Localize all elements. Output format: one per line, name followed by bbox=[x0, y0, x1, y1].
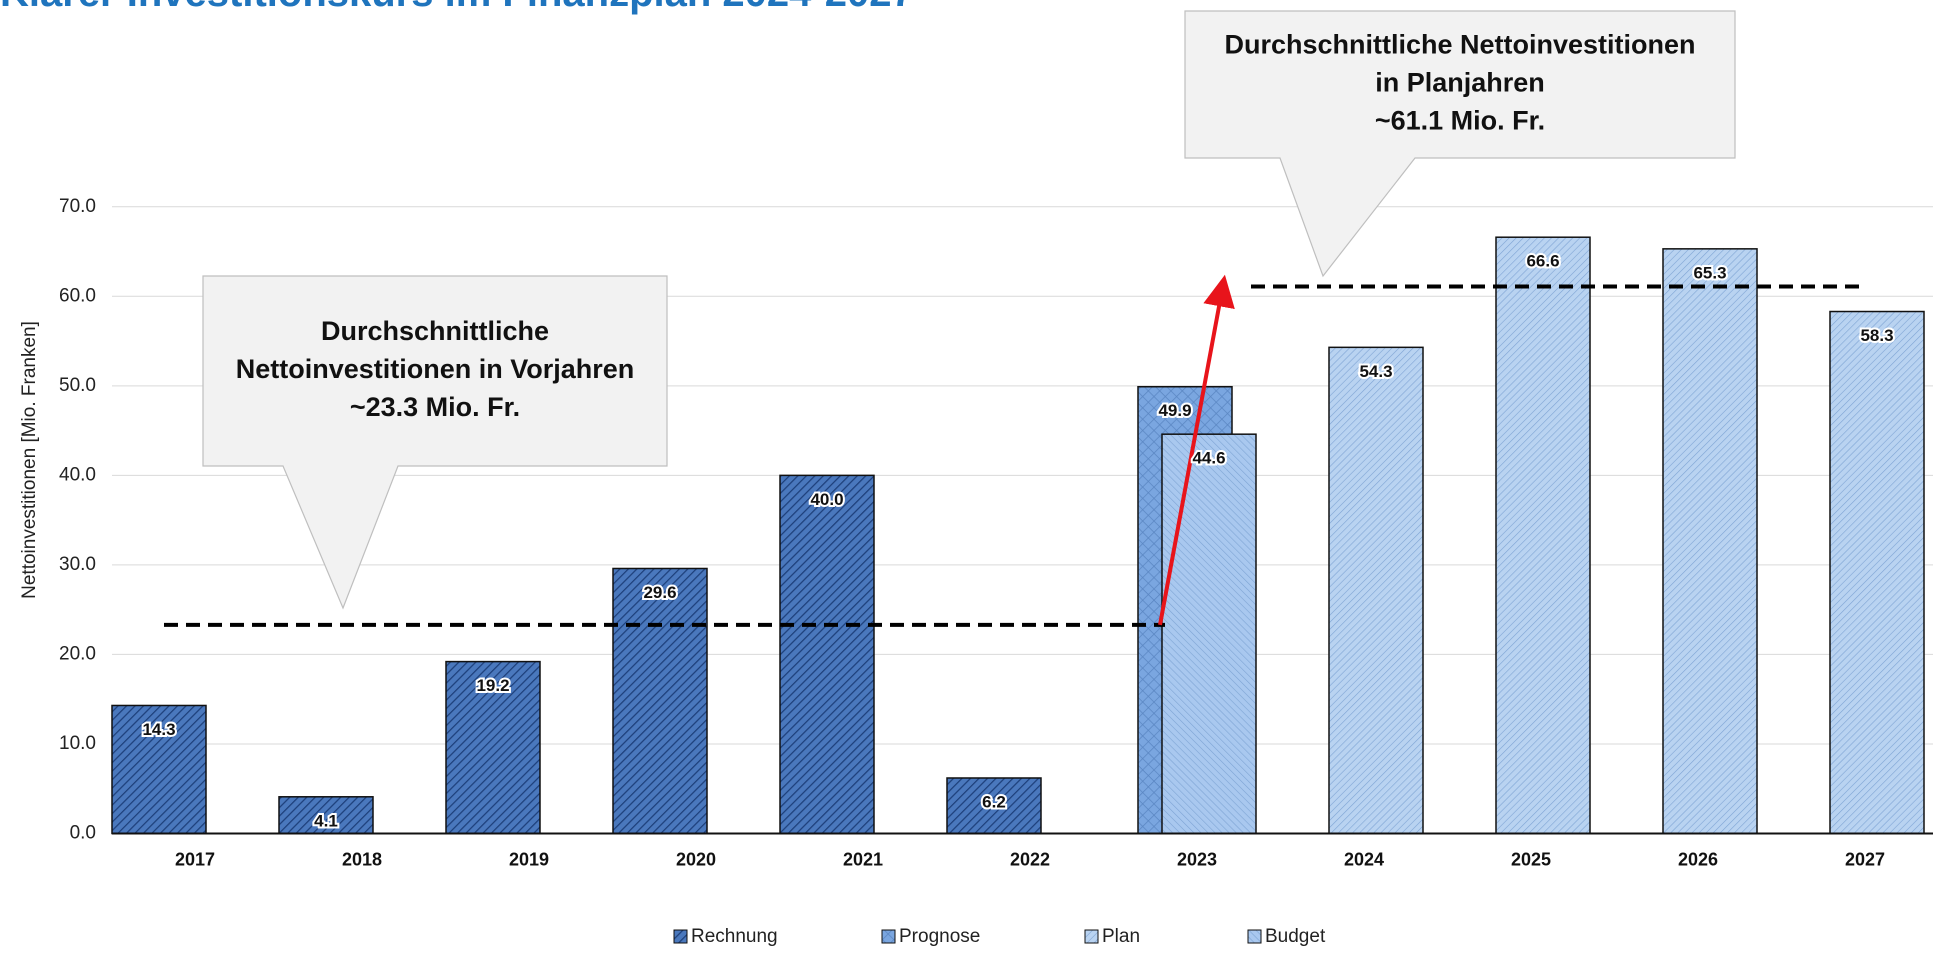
y-tick-label: 60.0 bbox=[59, 285, 96, 306]
legend-swatch bbox=[1084, 929, 1099, 944]
x-tick-label: 2027 bbox=[1845, 849, 1885, 869]
y-tick-label: 10.0 bbox=[59, 733, 96, 754]
callout-text: ~61.1 Mio. Fr. bbox=[1375, 106, 1545, 136]
y-tick-label: 20.0 bbox=[59, 643, 96, 664]
callout-text: Durchschnittliche Nettoinvestitionen bbox=[1224, 30, 1695, 60]
x-tick-label: 2024 bbox=[1344, 849, 1384, 869]
callout-text: ~23.3 Mio. Fr. bbox=[350, 392, 520, 422]
value-label: 6.2 bbox=[982, 792, 1006, 811]
y-axis-label: Nettoinvestitionen [Mio. Franken] bbox=[19, 321, 40, 599]
legend-swatch bbox=[673, 929, 688, 944]
value-label: 44.6 bbox=[1192, 449, 1225, 468]
legend-label: Rechnung bbox=[691, 926, 778, 947]
value-label: 65.3 bbox=[1693, 263, 1726, 282]
x-tick-label: 2019 bbox=[509, 849, 549, 869]
value-label: 14.3 bbox=[142, 720, 175, 739]
bar bbox=[1662, 248, 1758, 835]
legend-label: Plan bbox=[1102, 926, 1140, 947]
bar bbox=[779, 474, 875, 835]
y-tick-label: 30.0 bbox=[59, 554, 96, 575]
legend-swatch bbox=[1247, 929, 1262, 944]
bar bbox=[111, 704, 207, 835]
x-tick-label: 2020 bbox=[676, 849, 716, 869]
legend-swatch bbox=[881, 929, 896, 944]
value-label: 54.3 bbox=[1359, 362, 1392, 381]
x-tick-label: 2017 bbox=[175, 849, 215, 869]
value-label: 40.0 bbox=[810, 490, 843, 509]
callout-text: Nettoinvestitionen in Vorjahren bbox=[236, 354, 635, 384]
value-label: 29.6 bbox=[643, 583, 676, 602]
chart-title: Klarer Investitionskurs im Finanzplan 20… bbox=[0, 0, 914, 15]
x-tick-label: 2018 bbox=[342, 849, 382, 869]
y-tick-label: 70.0 bbox=[59, 196, 96, 217]
x-tick-label: 2026 bbox=[1678, 849, 1718, 869]
value-label: 4.1 bbox=[314, 811, 338, 830]
value-label: 66.6 bbox=[1526, 252, 1559, 271]
bar bbox=[445, 660, 541, 835]
bar bbox=[612, 567, 708, 835]
bar bbox=[1161, 433, 1257, 835]
y-tick-label: 50.0 bbox=[59, 375, 96, 396]
value-label: 58.3 bbox=[1860, 326, 1893, 345]
trend-arrow bbox=[1158, 274, 1235, 626]
bar bbox=[1829, 310, 1925, 835]
legend-label: Budget bbox=[1265, 926, 1326, 947]
bar bbox=[1328, 346, 1424, 835]
x-tick-label: 2023 bbox=[1177, 849, 1217, 869]
y-tick-label: 0.0 bbox=[70, 823, 96, 844]
value-label: 19.2 bbox=[476, 676, 509, 695]
callout-text: in Planjahren bbox=[1375, 68, 1545, 98]
bar bbox=[946, 777, 1042, 835]
y-tick-label: 40.0 bbox=[59, 464, 96, 485]
x-tick-label: 2022 bbox=[1010, 849, 1050, 869]
legend-label: Prognose bbox=[899, 926, 980, 947]
callout-text: Durchschnittliche bbox=[321, 316, 549, 346]
callout bbox=[202, 275, 668, 610]
callout bbox=[1184, 10, 1736, 278]
bar bbox=[1495, 236, 1591, 835]
value-label: 49.9 bbox=[1158, 401, 1191, 420]
x-tick-label: 2021 bbox=[843, 849, 883, 869]
x-tick-label: 2025 bbox=[1511, 849, 1551, 869]
